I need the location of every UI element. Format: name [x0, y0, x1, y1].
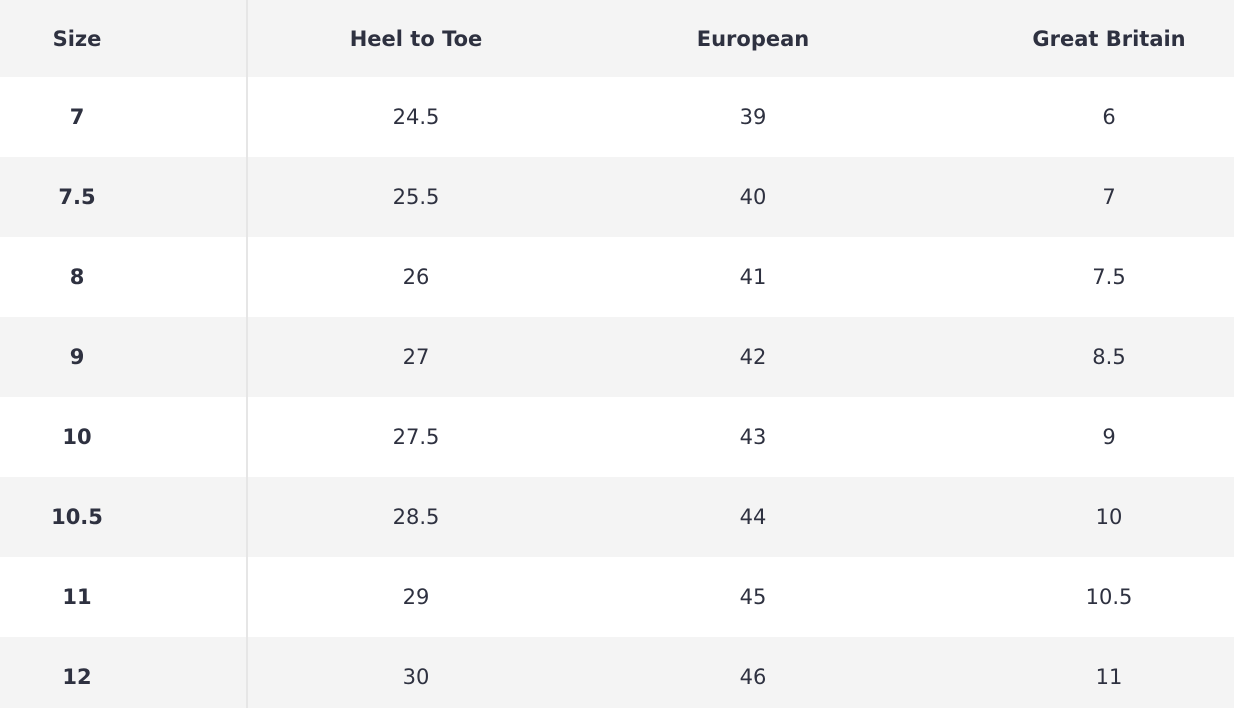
value-cell: 45 [739, 585, 767, 609]
value-cell: 44 [739, 505, 767, 529]
value-cell: 10.5 [1085, 585, 1133, 609]
value-cell: 25.5 [392, 185, 440, 209]
value-cell: 30 [402, 665, 430, 689]
value-cell: 7 [1102, 185, 1116, 209]
value-cell: Heel to Toe [349, 26, 483, 51]
table-row: 7.5 25.5 40 7 [0, 157, 1234, 237]
size-cell: Size [52, 26, 102, 51]
value-cell: 39 [739, 105, 767, 129]
table-row: 10 27.5 43 9 [0, 397, 1234, 477]
size-cell: 7.5 [58, 185, 96, 209]
value-cell: 29 [402, 585, 430, 609]
value-cell: 43 [739, 425, 767, 449]
value-cell: 26 [402, 265, 430, 289]
value-cell: 7.5 [1092, 265, 1126, 289]
value-cell: European [696, 26, 810, 51]
size-cell: 7 [69, 105, 85, 129]
value-cell: 6 [1102, 105, 1116, 129]
size-cell: 10.5 [51, 505, 103, 529]
size-cell: 10 [62, 425, 92, 449]
size-cell: 12 [62, 665, 92, 689]
value-cell: 40 [739, 185, 767, 209]
value-cell: 27.5 [392, 425, 440, 449]
value-cell: 8.5 [1092, 345, 1126, 369]
value-cell: 42 [739, 345, 767, 369]
size-cell: 8 [69, 265, 85, 289]
value-cell: 24.5 [392, 105, 440, 129]
value-cell: 10 [1095, 505, 1123, 529]
table-row: 12 30 46 11 [0, 637, 1234, 708]
value-cell: Great Britain [1032, 26, 1186, 51]
table-row: 7 24.5 39 6 [0, 77, 1234, 157]
value-cell: 41 [739, 265, 767, 289]
size-cell: 11 [62, 585, 92, 609]
table-row: 9 27 42 8.5 [0, 317, 1234, 397]
table-row: 10.5 28.5 44 10 [0, 477, 1234, 557]
value-cell: 27 [402, 345, 430, 369]
header-row: Size Heel to Toe European Great Britain [0, 0, 1234, 77]
column-divider [246, 0, 248, 708]
table-row: 8 26 41 7.5 [0, 237, 1234, 317]
table-row: 11 29 45 10.5 [0, 557, 1234, 637]
value-cell: 11 [1095, 665, 1123, 689]
size-cell: 9 [69, 345, 85, 369]
value-cell: 46 [739, 665, 767, 689]
value-cell: 9 [1102, 425, 1116, 449]
value-cell: 28.5 [392, 505, 440, 529]
